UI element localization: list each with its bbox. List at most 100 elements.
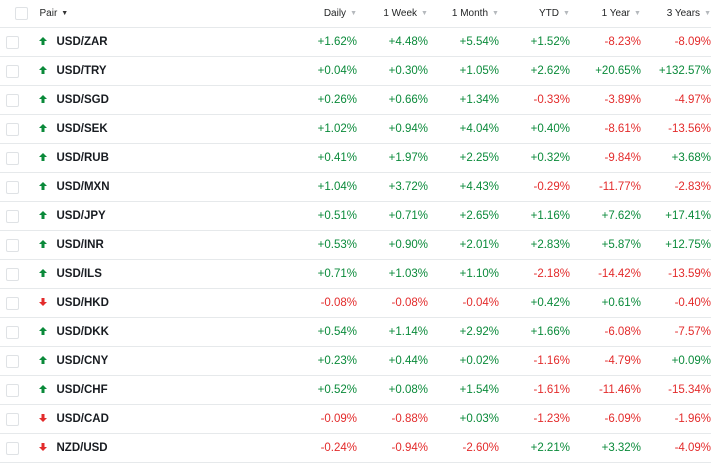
- row-checkbox[interactable]: [6, 209, 19, 223]
- row-checkbox[interactable]: [6, 383, 19, 397]
- pair-link[interactable]: USD/HKD: [56, 296, 109, 309]
- pair-link[interactable]: USD/JPY: [56, 209, 106, 222]
- column-header-1-year[interactable]: 1 Year ▼: [569, 0, 641, 28]
- table-row[interactable]: USD/SGD +0.26% +0.66% +1.34% -0.33% -3.8…: [0, 85, 711, 115]
- week-cell: +0.08%: [357, 375, 428, 405]
- table-row[interactable]: USD/CHF +0.52% +0.08% +1.54% -1.61% -11.…: [0, 375, 711, 405]
- table-row[interactable]: USD/ZAR +1.62% +4.48% +5.54% +1.52% -8.2…: [0, 27, 711, 57]
- arrow-up-icon: [38, 239, 49, 251]
- arrow-up-icon: [38, 36, 49, 48]
- pair-link[interactable]: USD/RUB: [56, 151, 109, 164]
- row-select-cell: [0, 172, 37, 202]
- pair-cell: USD/HKD: [36, 288, 291, 318]
- ytd-cell: +0.40%: [498, 114, 570, 144]
- arrow-up-icon: [38, 152, 49, 164]
- pair-link[interactable]: USD/SEK: [56, 122, 108, 135]
- ytd-cell: +0.42%: [498, 288, 570, 318]
- row-checkbox[interactable]: [6, 238, 19, 252]
- week-cell: +0.44%: [357, 346, 428, 376]
- table-row[interactable]: USD/MXN +1.04% +3.72% +4.43% -0.29% -11.…: [0, 172, 711, 202]
- pair-link[interactable]: USD/DKK: [56, 325, 109, 338]
- month-cell: +2.92%: [427, 317, 499, 347]
- pair-cell: USD/JPY: [36, 201, 291, 231]
- pair-link[interactable]: USD/CNY: [56, 354, 109, 367]
- row-checkbox[interactable]: [6, 412, 19, 426]
- table-header-row: Pair ▼ Daily ▼ 1 Week ▼ 1 Month ▼ YTD ▼ 1 Yea…: [0, 0, 711, 28]
- month-cell: -0.04%: [427, 288, 499, 318]
- column-header-pair[interactable]: Pair ▼: [36, 0, 291, 28]
- three-years-cell: -1.96%: [640, 404, 711, 434]
- ytd-cell: +2.62%: [498, 56, 570, 86]
- pair-link[interactable]: USD/INR: [56, 238, 104, 251]
- row-checkbox[interactable]: [6, 122, 19, 136]
- table-row[interactable]: NZD/USD -0.24% -0.94% -2.60% +2.21% +3.3…: [0, 433, 711, 463]
- daily-cell: -0.08%: [290, 288, 357, 318]
- three-years-cell: -8.09%: [640, 27, 711, 57]
- pair-link[interactable]: USD/ZAR: [56, 35, 108, 48]
- daily-cell: +0.53%: [290, 230, 357, 260]
- sort-desc-icon: ▼: [61, 9, 69, 17]
- table-row[interactable]: USD/DKK +0.54% +1.14% +2.92% +1.66% -6.0…: [0, 317, 711, 347]
- arrow-down-icon: [38, 413, 49, 425]
- ytd-cell: +2.83%: [498, 230, 570, 260]
- row-select-cell: [0, 346, 37, 376]
- daily-cell: +1.02%: [290, 114, 357, 144]
- row-checkbox[interactable]: [6, 151, 19, 165]
- table-row[interactable]: USD/INR +0.53% +0.90% +2.01% +2.83% +5.8…: [0, 230, 711, 260]
- three-years-cell: +17.41%: [640, 201, 711, 231]
- table-row[interactable]: USD/ILS +0.71% +1.03% +1.10% -2.18% -14.…: [0, 259, 711, 289]
- ytd-cell: -0.29%: [498, 172, 570, 202]
- row-checkbox[interactable]: [6, 267, 19, 281]
- pair-link[interactable]: USD/TRY: [56, 64, 107, 77]
- row-checkbox[interactable]: [6, 35, 19, 49]
- table-row[interactable]: USD/CAD -0.09% -0.88% +0.03% -1.23% -6.0…: [0, 404, 711, 434]
- arrow-down-icon: [38, 297, 49, 309]
- row-checkbox[interactable]: [6, 325, 19, 339]
- row-checkbox[interactable]: [6, 64, 19, 78]
- pair-link[interactable]: USD/CAD: [56, 412, 109, 425]
- three-years-cell: -15.34%: [640, 375, 711, 405]
- pair-link[interactable]: USD/MXN: [56, 180, 110, 193]
- pair-cell: USD/DKK: [36, 317, 291, 347]
- pair-cell: USD/CNY: [36, 346, 291, 376]
- column-header-1-week[interactable]: 1 Week ▼: [357, 0, 428, 28]
- month-cell: +1.05%: [427, 56, 499, 86]
- table-row[interactable]: USD/HKD -0.08% -0.08% -0.04% +0.42% +0.6…: [0, 288, 711, 318]
- arrow-down-icon: [38, 442, 49, 454]
- three-years-cell: +0.09%: [640, 346, 711, 376]
- year-cell: -4.79%: [569, 346, 641, 376]
- row-checkbox[interactable]: [6, 354, 19, 368]
- column-header-3-years[interactable]: 3 Years ▼: [640, 0, 711, 28]
- pair-link[interactable]: USD/CHF: [56, 383, 108, 396]
- year-cell: -8.61%: [569, 114, 641, 144]
- row-checkbox[interactable]: [6, 93, 19, 107]
- row-select-cell: [0, 259, 37, 289]
- daily-cell: +1.62%: [290, 27, 357, 57]
- table-row[interactable]: USD/TRY +0.04% +0.30% +1.05% +2.62% +20.…: [0, 56, 711, 86]
- week-cell: +1.97%: [357, 143, 428, 173]
- column-header-1-month[interactable]: 1 Month ▼: [427, 0, 499, 28]
- pair-cell: USD/TRY: [36, 56, 291, 86]
- month-cell: +2.25%: [427, 143, 499, 173]
- pair-link[interactable]: NZD/USD: [56, 441, 108, 454]
- table-row[interactable]: USD/RUB +0.41% +1.97% +2.25% +0.32% -9.8…: [0, 143, 711, 173]
- row-checkbox[interactable]: [6, 441, 19, 455]
- row-select-cell: [0, 230, 37, 260]
- daily-cell: -0.09%: [290, 404, 357, 434]
- select-all-checkbox[interactable]: [14, 7, 28, 20]
- column-header-daily[interactable]: Daily ▼: [290, 0, 357, 28]
- pair-link[interactable]: USD/ILS: [56, 267, 102, 280]
- row-checkbox[interactable]: [6, 296, 19, 310]
- table-row[interactable]: USD/CNY +0.23% +0.44% +0.02% -1.16% -4.7…: [0, 346, 711, 376]
- pair-link[interactable]: USD/SGD: [56, 93, 109, 106]
- table-row[interactable]: USD/SEK +1.02% +0.94% +4.04% +0.40% -8.6…: [0, 114, 711, 144]
- daily-cell: +0.54%: [290, 317, 357, 347]
- table-row[interactable]: USD/JPY +0.51% +0.71% +2.65% +1.16% +7.6…: [0, 201, 711, 231]
- column-header-ytd[interactable]: YTD ▼: [498, 0, 570, 28]
- arrow-up-icon: [38, 268, 49, 280]
- row-select-cell: [0, 317, 37, 347]
- row-select-cell: [0, 56, 37, 86]
- year-cell: +0.61%: [569, 288, 641, 318]
- row-checkbox[interactable]: [6, 180, 19, 194]
- daily-cell: +0.51%: [290, 201, 357, 231]
